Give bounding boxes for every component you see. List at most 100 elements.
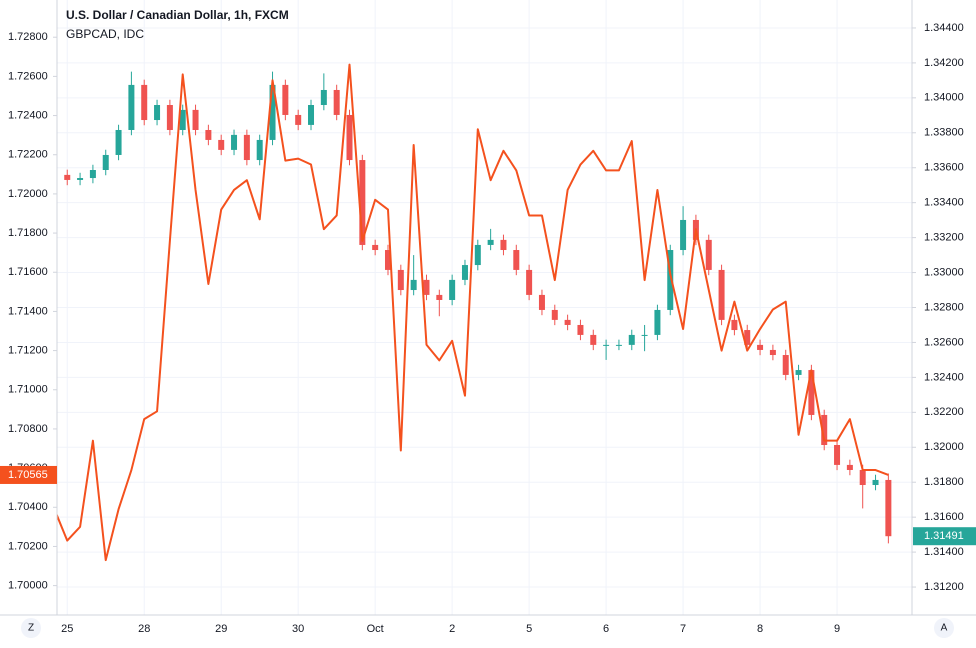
candle-body: [282, 84, 289, 115]
button-bg[interactable]: [21, 618, 41, 638]
candle-body: [718, 269, 725, 320]
candle-body: [436, 294, 443, 300]
y2-tick-label: 1.31600: [924, 511, 964, 523]
candle-body: [166, 105, 173, 130]
candle-body: [295, 114, 302, 125]
candle-body: [256, 139, 263, 161]
y2-tick-label: 1.32800: [924, 301, 964, 313]
candle-body: [231, 134, 238, 150]
y2-tick-label: 1.31200: [924, 581, 964, 593]
candle-body: [654, 309, 661, 335]
candle-body: [744, 330, 751, 345]
y2-tick-label: 1.32400: [924, 371, 964, 383]
candle-body: [308, 105, 315, 125]
x-tick-label: 28: [138, 623, 150, 635]
candle-body: [333, 89, 340, 115]
candle-body: [423, 279, 430, 295]
axes: 1.700001.702001.704001.706001.708001.710…: [0, 22, 976, 635]
x-tick-label: 2: [449, 623, 455, 635]
candle-body: [461, 265, 468, 280]
candle-body: [590, 334, 597, 345]
y2-tick-label: 1.32000: [924, 441, 964, 453]
candle-body: [346, 114, 353, 161]
candle-body: [115, 129, 122, 155]
candle-body: [705, 239, 712, 270]
y2-tick-label: 1.33800: [924, 127, 964, 139]
auto-button[interactable]: A: [934, 618, 954, 638]
candle-body: [641, 334, 648, 336]
y-tick-label: 1.71400: [8, 305, 48, 317]
x-tick-label: Oct: [367, 623, 384, 635]
candle-body: [269, 84, 276, 140]
x-tick-label: 29: [215, 623, 227, 635]
candle-body: [885, 479, 892, 537]
candle-body: [192, 109, 199, 130]
y-tick-label: 1.70400: [8, 501, 48, 513]
y2-tick-label: 1.34200: [924, 57, 964, 69]
y2-tick-label: 1.33000: [924, 266, 964, 278]
line-series: [57, 63, 889, 562]
x-tick-label: 7: [680, 623, 686, 635]
y-tick-label: 1.70000: [8, 580, 48, 592]
candle-body: [359, 160, 366, 245]
button-label[interactable]: Z: [28, 623, 34, 634]
y2-tick-label: 1.32200: [924, 406, 964, 418]
grid: [57, 0, 912, 615]
candle-body: [603, 344, 610, 346]
scale-button[interactable]: Z: [21, 618, 41, 638]
y-tick-label: 1.71800: [8, 227, 48, 239]
candle-body: [218, 139, 225, 150]
candle-body: [89, 169, 96, 179]
candle-body: [846, 464, 853, 470]
y-tick-label: 1.72400: [8, 109, 48, 121]
last-price-label: 1.70565: [8, 469, 48, 481]
button-bg[interactable]: [934, 618, 954, 638]
button-label[interactable]: A: [941, 623, 948, 634]
y-tick-label: 1.71200: [8, 344, 48, 356]
candle-body: [538, 294, 545, 310]
y-tick-label: 1.72000: [8, 188, 48, 200]
y2-tick-label: 1.32600: [924, 336, 964, 348]
candle-body: [564, 319, 571, 325]
y-tick-label: 1.72200: [8, 149, 48, 161]
x-tick-label: 6: [603, 623, 609, 635]
candle-body: [667, 250, 674, 310]
candle-body: [372, 244, 379, 251]
y-tick-label: 1.71000: [8, 384, 48, 396]
x-tick-label: 30: [292, 623, 304, 635]
last-price-tag: [0, 465, 57, 484]
candle-body: [77, 178, 84, 180]
candle-body: [141, 84, 148, 121]
y-tick-label: 1.71600: [8, 266, 48, 278]
candle-body: [243, 134, 250, 161]
candle-body: [821, 414, 828, 446]
candle-body: [834, 445, 841, 465]
last-price-label: 1.31491: [924, 530, 964, 542]
candle-body: [551, 309, 558, 320]
x-tick-label: 5: [526, 623, 532, 635]
plot-area: [57, 63, 892, 562]
y-tick-label: 1.70200: [8, 540, 48, 552]
candle-body: [526, 269, 533, 295]
y-tick-label: 1.72800: [8, 31, 48, 43]
candle-body: [179, 109, 186, 130]
candle-body: [154, 105, 161, 121]
legend-entry: GBPCAD, IDC: [66, 27, 144, 41]
candle-body: [731, 319, 738, 331]
candle-body: [320, 89, 327, 106]
candle-body: [474, 244, 481, 266]
candle-body: [680, 219, 687, 251]
candle-body: [128, 84, 135, 130]
y2-tick-label: 1.33600: [924, 162, 964, 174]
candle-body: [769, 349, 776, 356]
candle-body: [513, 250, 520, 270]
candle-body: [410, 279, 417, 291]
candle-body: [795, 370, 802, 375]
x-tick-label: 9: [834, 623, 840, 635]
x-tick-label: 25: [61, 623, 73, 635]
x-tick-label: 8: [757, 623, 763, 635]
candle-body: [782, 355, 789, 375]
candle-body: [628, 334, 635, 345]
y2-tick-label: 1.34400: [924, 22, 964, 34]
